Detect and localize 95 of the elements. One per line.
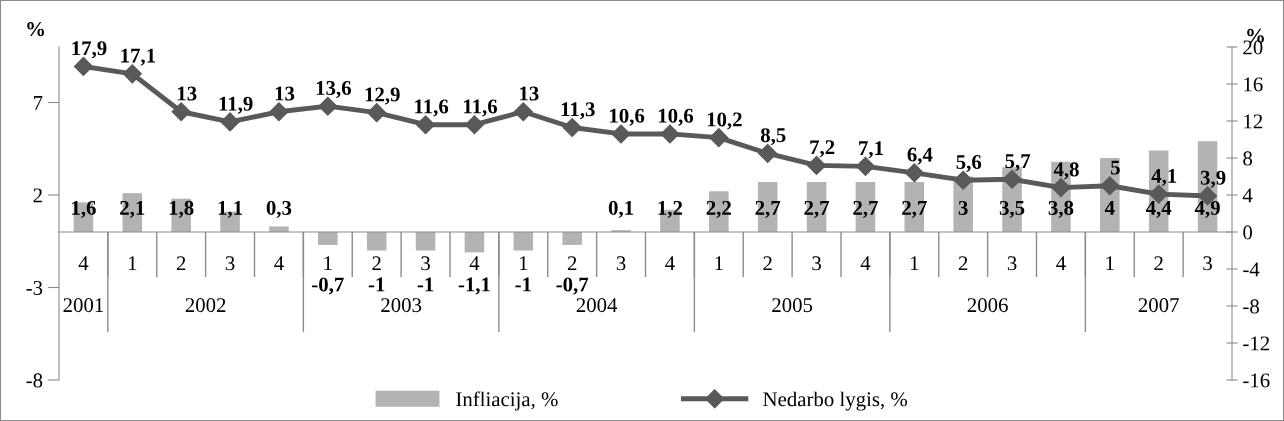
x-tick-label: 2 [958, 256, 968, 271]
data-label: 10,2 [707, 112, 742, 130]
x-tick-label: 2 [763, 256, 772, 271]
data-label: 11,6 [464, 99, 498, 117]
y2-tick-label: 16 [1244, 77, 1263, 92]
data-label: 1,6 [72, 200, 96, 218]
x-tick-label: 1 [324, 256, 332, 271]
data-label: 3,8 [1048, 200, 1074, 218]
x-tick-label: 4 [860, 256, 871, 271]
y-tick-label: 2 [33, 188, 42, 203]
data-label: 4,1 [1151, 168, 1177, 186]
x-tick-label: 3 [1203, 256, 1212, 271]
data-label: -1 [515, 277, 531, 292]
x-tick-label: 3 [421, 256, 430, 271]
data-label: -1 [417, 277, 434, 292]
y2-tick-label: -12 [1243, 336, 1270, 351]
x-tick-label: 2 [176, 256, 186, 271]
data-label: 17,1 [121, 48, 156, 66]
data-label: 6,4 [907, 147, 933, 165]
x-tick-label: 1 [715, 256, 723, 271]
annotation: 2006 [967, 298, 1008, 313]
x-tick-label: 3 [1007, 256, 1017, 271]
annotation: 2004 [576, 298, 618, 313]
x-tick-label: 1 [910, 256, 919, 271]
x-tick-label: 1 [519, 256, 528, 271]
data-label: 5,6 [956, 155, 982, 173]
x-tick-label: 4 [1056, 256, 1066, 271]
x-tick-label: 4 [274, 256, 284, 271]
data-label: 5,7 [1005, 154, 1031, 172]
data-label: 10,6 [610, 108, 645, 126]
data-label: 3 [958, 200, 968, 215]
data-label: 7,2 [810, 140, 835, 158]
x-tick-label: 4 [469, 256, 480, 271]
data-label: 2,1 [120, 200, 145, 218]
data-label: 5 [1110, 160, 1120, 175]
data-label: 2,7 [804, 200, 830, 218]
data-label: 13 [520, 86, 539, 101]
y2-tick-label: 8 [1243, 151, 1253, 166]
data-label: 8,5 [760, 128, 786, 146]
annotation: 2007 [1138, 298, 1179, 313]
data-label: -0,7 [312, 277, 344, 295]
data-label: 4,8 [1053, 162, 1079, 180]
data-label: 0,1 [608, 200, 634, 218]
y2-tick-label: 12 [1244, 114, 1263, 129]
annotation: 2001 [63, 298, 104, 313]
x-tick-label: 2 [567, 256, 577, 271]
legend-label: Infliacija, % [456, 391, 558, 411]
data-label: 1,1 [218, 200, 243, 218]
y2-tick-label: 4 [1242, 188, 1253, 203]
y2-tick-label: -4 [1243, 262, 1260, 277]
data-label: -1 [368, 277, 385, 292]
data-label: 13 [275, 86, 295, 101]
data-label: 13 [178, 86, 197, 101]
x-tick-label: 2 [1154, 256, 1163, 271]
data-label: 3,5 [999, 200, 1025, 218]
x-tick-label: 3 [812, 256, 821, 271]
x-tick-label: 3 [225, 256, 235, 271]
y-tick-label: 7 [33, 96, 43, 110]
x-tick-label: 1 [1106, 256, 1114, 271]
y-tick-label: -8 [26, 373, 43, 388]
y2-tick-label: -8 [1243, 299, 1259, 314]
x-tick-label: 1 [128, 256, 137, 271]
data-label: 11,6 [415, 99, 449, 117]
data-label: 13,6 [316, 81, 351, 99]
x-tick-label: 4 [78, 256, 89, 271]
y-tick-label: -3 [26, 280, 43, 295]
data-label: 12,9 [365, 87, 400, 105]
y2-tick-label: -16 [1243, 373, 1270, 388]
data-label: 0,3 [266, 200, 292, 218]
data-label: 3,9 [1200, 170, 1226, 188]
data-label: 7,1 [859, 141, 883, 159]
data-label: 4 [1104, 200, 1115, 215]
y2-tick-label: 0 [1243, 225, 1253, 240]
annotation: 2005 [772, 298, 813, 313]
data-label: 2,7 [902, 200, 927, 218]
data-label: 2,7 [755, 200, 781, 218]
x-tick-label: 2 [372, 256, 381, 271]
data-label: 4,9 [1194, 200, 1220, 218]
y-axis-title: % [27, 22, 44, 37]
data-label: 4,4 [1145, 200, 1172, 218]
data-label: 17,9 [72, 41, 107, 59]
data-label: 11,9 [219, 96, 253, 114]
legend-label: Nedarbo lygis, % [763, 391, 908, 411]
data-label: -0,7 [556, 277, 589, 295]
data-label: -1,1 [458, 277, 490, 295]
data-label: 1,2 [658, 200, 683, 218]
data-label: 10,6 [658, 108, 694, 126]
annotation: 2003 [381, 298, 422, 313]
data-label: 11,3 [561, 102, 595, 120]
x-tick-label: 4 [665, 256, 675, 271]
annotation: 2002 [185, 298, 226, 313]
data-label: 1,8 [169, 200, 194, 218]
data-label: 2,7 [853, 200, 878, 218]
data-label: 2,2 [706, 200, 731, 218]
x-tick-label: 3 [616, 256, 626, 271]
